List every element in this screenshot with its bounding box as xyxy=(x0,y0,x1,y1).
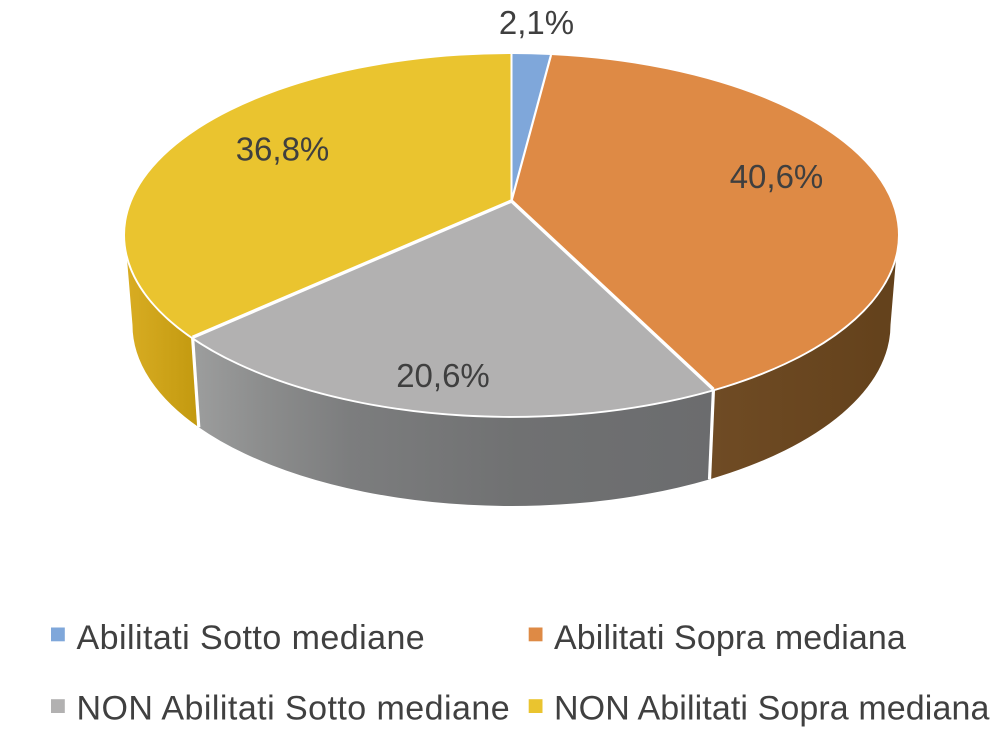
svg-text:Abilitati Sopra mediana: Abilitati Sopra mediana xyxy=(554,619,906,657)
svg-text:NON Abilitati Sopra mediana: NON Abilitati Sopra mediana xyxy=(554,689,989,727)
svg-text:40,6%: 40,6% xyxy=(730,158,824,195)
svg-text:2,1%: 2,1% xyxy=(499,4,574,41)
svg-text:NON Abilitati Sotto mediane: NON Abilitati Sotto mediane xyxy=(77,689,511,727)
svg-text:36,8%: 36,8% xyxy=(236,131,330,168)
svg-text:20,6%: 20,6% xyxy=(396,357,490,394)
svg-text:Abilitati Sotto mediane: Abilitati Sotto mediane xyxy=(77,619,426,657)
